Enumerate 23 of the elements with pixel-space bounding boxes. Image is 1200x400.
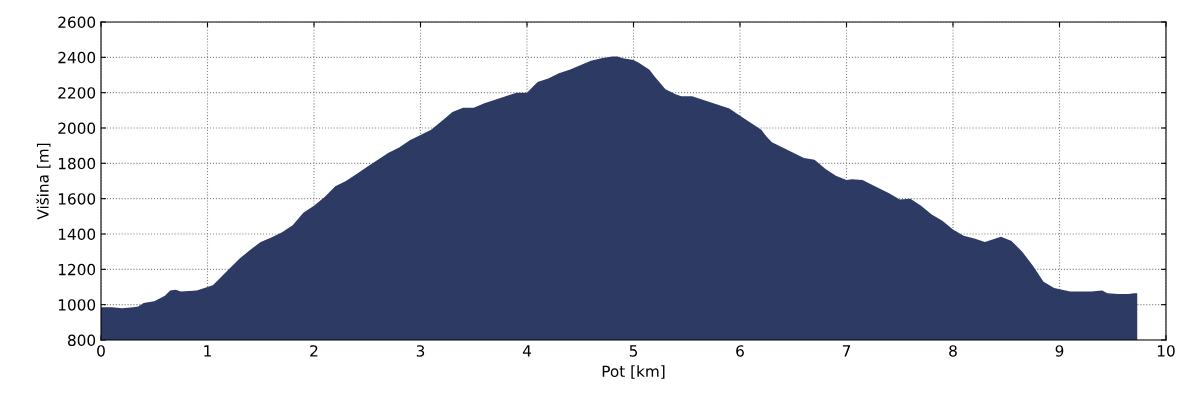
x-tick-label: 0	[97, 345, 105, 357]
y-tick-label: 1800	[58, 157, 96, 170]
x-tick-label: 7	[842, 345, 851, 357]
y-axis-title: Višina [m]	[36, 143, 51, 220]
x-tick-label: 3	[416, 345, 425, 357]
y-tick-label: 1000	[58, 299, 96, 311]
x-tick-label: 2	[310, 345, 318, 357]
x-axis-title: Pot [km]	[602, 365, 665, 379]
x-tick-label: 4	[522, 345, 531, 357]
y-tick-label: 2000	[58, 122, 96, 135]
x-tick-label: 6	[736, 345, 744, 357]
y-tick-label: 1600	[58, 193, 96, 205]
x-tick-label: 9	[1055, 345, 1064, 357]
y-tick-label: 1400	[58, 228, 96, 241]
y-tick-label: 2600	[58, 16, 96, 29]
x-tick-label: 8	[949, 345, 957, 357]
y-tick-label: 1200	[58, 263, 96, 276]
y-tick-label: 2400	[58, 51, 96, 64]
y-tick-label: 800	[68, 334, 96, 347]
y-tick-label: 2200	[58, 87, 96, 99]
x-tick-label: 5	[629, 345, 638, 357]
x-tick-label: 1	[204, 345, 211, 357]
x-tick-label: 10	[1157, 345, 1175, 357]
